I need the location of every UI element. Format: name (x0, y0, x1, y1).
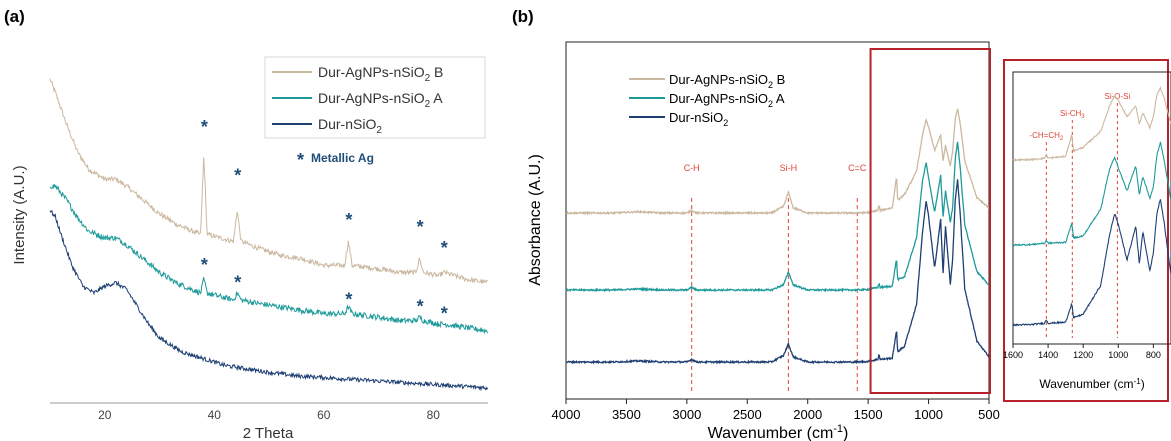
ftir-reference-lines: C-H Si-H C=C (684, 163, 867, 392)
xrd-x-tick-label: 20 (98, 408, 112, 422)
inset-reference-label: Si-O-Si (1105, 92, 1131, 101)
ftir-y-axis-label: Absorbance (A.U.) (527, 154, 544, 286)
inset-reference-label: Si-CH3 (1060, 109, 1085, 120)
ftir-series-group (565, 108, 990, 365)
inset-series-line-S (1012, 199, 1171, 327)
ftir-x-tick-label: 3000 (672, 407, 701, 422)
xrd-peak-marker: * (234, 272, 241, 292)
xrd-y-axis-label: Intensity (A.U.) (11, 165, 28, 264)
xrd-series-line-A (49, 183, 489, 335)
ftir-reference-label: C-H (684, 163, 700, 173)
panel-label-b: (b) (512, 7, 534, 26)
xrd-legend: Dur-AgNPs-nSiO2 B Dur-AgNPs-nSiO2 A Dur-nS… (264, 56, 486, 139)
inset-series-group (1012, 85, 1171, 327)
xrd-series-line-B (49, 78, 488, 284)
ftir-legend-label: Dur-AgNPs-nSiO2 B (669, 72, 785, 90)
ftir-chart: 4000 3500 3000 2500 2000 1500 1000 500 Wavenumb… (527, 41, 1000, 441)
xrd-peak-marker: * (441, 303, 448, 323)
ftir-series-line-A (565, 141, 990, 293)
xrd-peak-markers: * * * * * * * * * * (201, 117, 448, 323)
ftir-series-line-S (565, 179, 990, 365)
ftir-x-tick-label: 3500 (612, 407, 641, 422)
ftir-reference-label: Si-H (780, 163, 798, 173)
xrd-x-axis-label: 2 Theta (243, 425, 294, 441)
inset-series-line-A (1012, 141, 1171, 247)
inset-x-axis-label: Wavenumber (cm-1) (1039, 377, 1144, 391)
xrd-series-group (49, 78, 489, 392)
xrd-peak-marker: * (201, 255, 208, 275)
xrd-peak-marker: * (441, 238, 448, 258)
ftir-x-axis-label: Wavenumber (cm-1) (708, 423, 849, 441)
ftir-plot-frame (565, 41, 990, 400)
ftir-x-tick-label: 1000 (914, 407, 943, 422)
xrd-x-tick-label: 60 (317, 408, 331, 422)
xrd-legend-label: Dur-AgNPs-nSiO2 B (318, 64, 443, 84)
xrd-x-tick-label: 40 (208, 408, 222, 422)
ftir-x-tick-label: 1500 (854, 407, 883, 422)
inset-x-tick-label: 800 (1146, 350, 1161, 360)
inset-red-frame (1003, 59, 1169, 402)
xrd-peak-marker: * (234, 165, 241, 185)
ftir-reference-label: C=C (848, 163, 867, 173)
inset-x-tick-label: 1400 (1038, 350, 1058, 360)
inset-x-ticks: 1600 1400 1200 1000 800 (1003, 344, 1161, 360)
xrd-legend-label: Dur-AgNPs-nSiO2 A (318, 90, 443, 110)
inset-plot-frame (1012, 71, 1171, 345)
ftir-legend-label: Dur-AgNPs-nSiO2 A (669, 91, 785, 109)
ftir-series-line-B (566, 108, 990, 216)
xrd-chart: 20 40 60 80 2 Theta Intensity (A.U.) *** ***… (11, 56, 489, 441)
xrd-peak-marker: * (345, 290, 352, 310)
xrd-peak-marker: * (417, 217, 424, 237)
inset-series-line-B (1012, 85, 1171, 162)
inset-x-tick-label: 1600 (1003, 350, 1023, 360)
ftir-highlight-box (869, 48, 991, 394)
ftir-legend-label: Dur-nSiO2 (669, 110, 728, 128)
xrd-peak-marker: * (201, 117, 208, 137)
xrd-x-tick-label: 80 (427, 408, 441, 422)
ftir-x-ticks: 4000 3500 3000 2500 2000 1500 1000 500 (552, 399, 1000, 422)
ftir-inset: -CH=CH2 Si-CH3 Si-O-Si 1600 1400 1200 1000 800… (1003, 59, 1171, 402)
inset-reference-label: -CH=CH2 (1029, 131, 1063, 142)
xrd-series-line-S (49, 209, 489, 392)
metallic-ag-star: * (297, 150, 304, 170)
inset-x-tick-label: 1200 (1073, 350, 1093, 360)
panel-label-a: (a) (4, 7, 25, 26)
inset-x-tick-label: 1000 (1108, 350, 1128, 360)
xrd-x-ticks: 20 40 60 80 (98, 408, 440, 422)
ftir-x-tick-label: 2500 (733, 407, 762, 422)
xrd-legend-label: Dur-nSiO2 (318, 116, 382, 136)
metallic-ag-label: Metallic Ag (311, 151, 374, 165)
xrd-peak-marker: * (345, 210, 352, 230)
ftir-x-tick-label: 500 (978, 407, 1000, 422)
ftir-x-tick-label: 4000 (552, 407, 581, 422)
ftir-x-tick-label: 2000 (793, 407, 822, 422)
xrd-peak-marker: * (417, 296, 424, 316)
